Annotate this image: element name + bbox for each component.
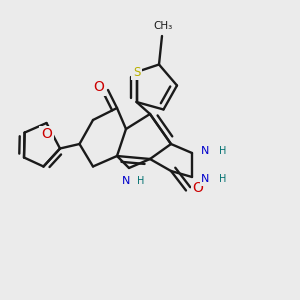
- Text: O: O: [193, 181, 203, 194]
- Text: H: H: [137, 176, 145, 186]
- Text: N: N: [122, 176, 130, 186]
- Text: O: O: [94, 80, 104, 94]
- Text: N: N: [201, 146, 210, 156]
- Text: O: O: [41, 128, 52, 141]
- Text: H: H: [219, 146, 226, 156]
- Text: N: N: [201, 174, 210, 184]
- Text: H: H: [219, 174, 226, 184]
- Text: S: S: [133, 65, 140, 79]
- Text: CH₃: CH₃: [154, 21, 173, 31]
